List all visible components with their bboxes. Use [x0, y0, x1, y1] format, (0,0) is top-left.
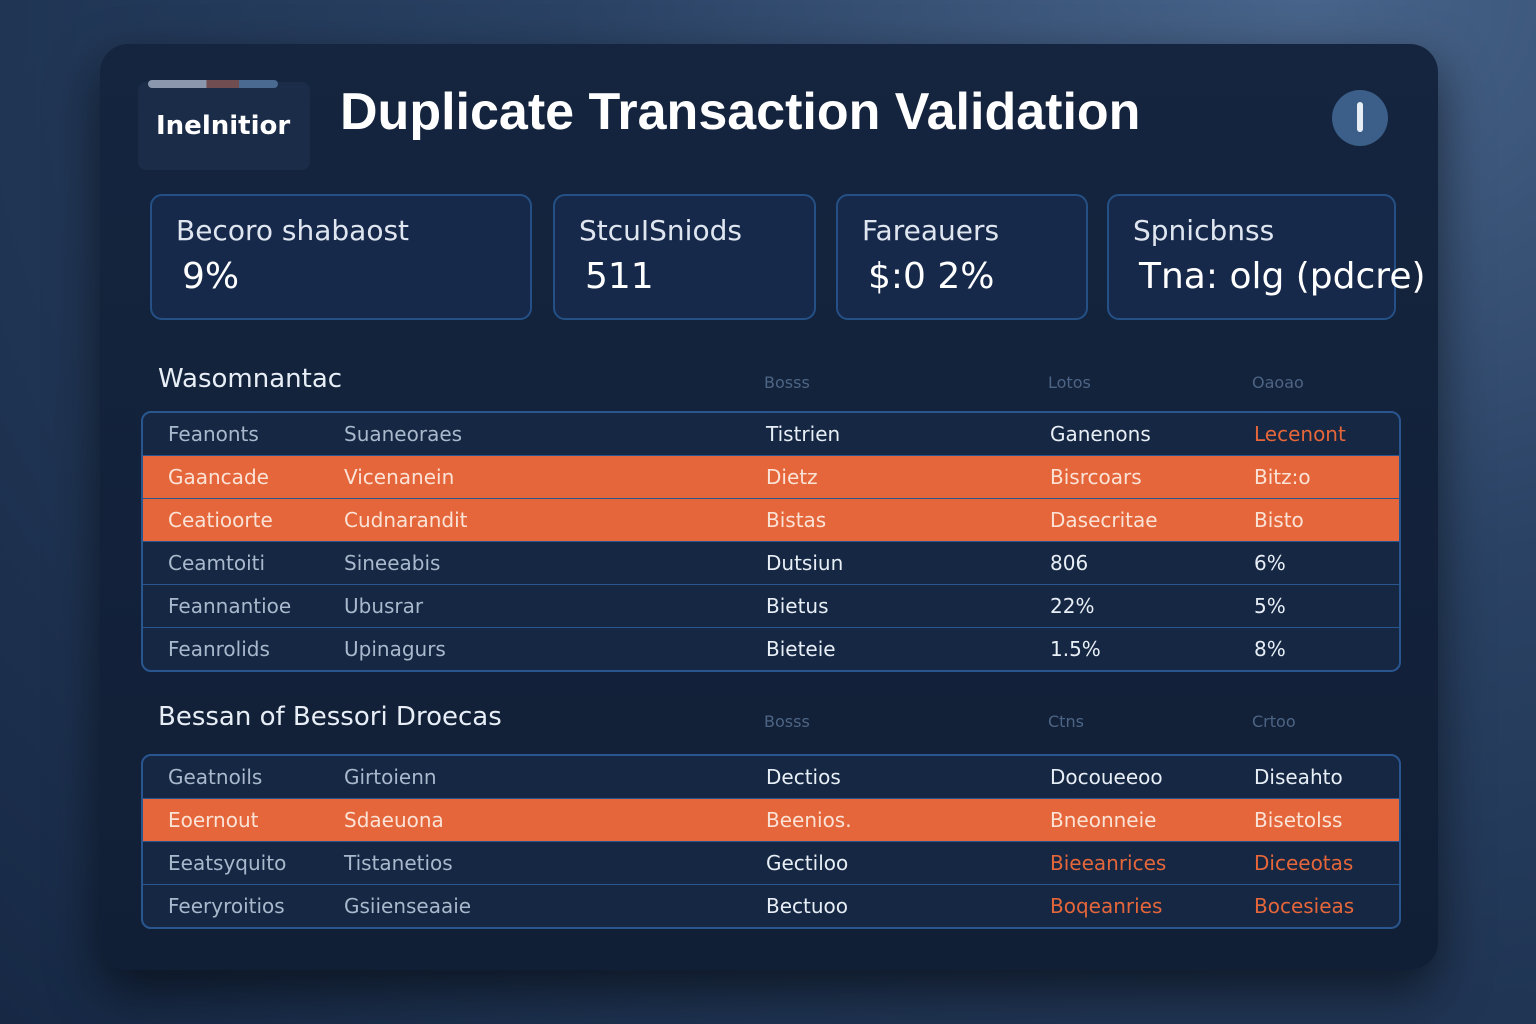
table-row: Ceatioorte Cudnarandit Bistas Dasecritae Bis… — [143, 498, 1399, 541]
table-cell: Ceatioorte — [168, 508, 273, 532]
table-cell: Bistas — [766, 508, 827, 532]
table-cell: Feeryroitios — [168, 894, 285, 918]
table-cell: 22% — [1050, 594, 1095, 618]
section-title: Wasomnantac — [158, 364, 343, 394]
table-row: Ceamtoiti Sineeabis Dutsiun 806 6% — [143, 541, 1399, 584]
stat-card: Becoro shabaost 9% — [150, 194, 532, 320]
table-row: Geatnoils Girtoienn Dectios Docoueeoo Diseah… — [143, 756, 1399, 798]
table-cell: Diseahto — [1254, 765, 1343, 789]
table-cell: Gsiienseaaie — [344, 894, 472, 918]
column-header: Oaoao — [1252, 373, 1304, 392]
table-row: Eeatsyquito Tistanetios Gectiloo Bieeanrice… — [143, 841, 1399, 884]
table-cell: Bieteie — [766, 637, 836, 661]
table-cell: Bietus — [766, 594, 829, 618]
table-cell: Ceamtoiti — [168, 551, 266, 575]
stat-value: 9% — [182, 256, 240, 297]
data-table: Geatnoils Girtoienn Dectios Docoueeoo Diseah… — [141, 754, 1401, 929]
table-cell: 5% — [1254, 594, 1286, 618]
table-cell: Girtoienn — [344, 765, 437, 789]
table-cell: Geatnoils — [168, 765, 263, 789]
stat-card: StcuISniods 511 — [553, 194, 816, 320]
table-cell: 806 — [1050, 551, 1089, 575]
stat-value: $:0 2% — [868, 256, 995, 297]
column-header: Lotos — [1048, 373, 1091, 392]
table-cell: Bisto — [1254, 508, 1304, 532]
table-cell: Dietz — [766, 465, 818, 489]
table-cell: Gaancade — [168, 465, 269, 489]
table-cell: 1.5% — [1050, 637, 1101, 661]
column-header: Bosss — [764, 712, 810, 731]
table-row: Gaancade Vicenanein Dietz Bisrcoars Bitz:o — [143, 455, 1399, 498]
table-row: Feanonts Suaneoraes Tistrien Ganenons Leceno… — [143, 413, 1399, 455]
table-cell: Bectuoo — [766, 894, 849, 918]
stat-value: Tna: olg (pdcre) — [1139, 256, 1426, 297]
table-cell: Feanonts — [168, 422, 259, 446]
table-row: Feeryroitios Gsiienseaaie Bectuoo Boqeanrie… — [143, 884, 1399, 927]
section-title: Bessan of Bessori Droecas — [158, 702, 502, 732]
stat-value: 511 — [585, 256, 654, 297]
stat-card: Spnicbnss Tna: olg (pdcre) — [1107, 194, 1426, 320]
column-header: Bosss — [764, 373, 810, 392]
table-cell: Eeatsyquito — [168, 851, 287, 875]
badge: Inelnitior — [138, 82, 310, 170]
table-cell: Tistrien — [766, 422, 841, 446]
data-table: Feanonts Suaneoraes Tistrien Ganenons Leceno… — [141, 411, 1401, 672]
stat-label: Spnicbnss — [1133, 214, 1275, 247]
page-title: Duplicate Transaction Validation — [340, 83, 1141, 141]
table-cell: Tistanetios — [344, 851, 453, 875]
table-cell: Bitz:o — [1254, 465, 1311, 489]
table-cell: Dasecritae — [1050, 508, 1158, 532]
table-cell: Bisrcoars — [1050, 465, 1142, 489]
table-cell: Ganenons — [1050, 422, 1151, 446]
column-header: Ctns — [1048, 712, 1084, 731]
table-cell: Suaneoraes — [344, 422, 463, 446]
info-button[interactable] — [1332, 90, 1388, 146]
table-cell: Eoernout — [168, 808, 259, 832]
stat-label: Becoro shabaost — [176, 214, 410, 247]
column-header: Crtoo — [1252, 712, 1296, 731]
table-cell: Upinagurs — [344, 637, 446, 661]
table-cell: Feannantioe — [168, 594, 292, 618]
table-cell: 6% — [1254, 551, 1286, 575]
table-cell: Cudnarandit — [344, 508, 468, 532]
table-row: Eoernout Sdaeuona Beenios. Bneonneie Bisetol… — [143, 798, 1399, 841]
table-cell: 8% — [1254, 637, 1286, 661]
stat-label: StcuISniods — [579, 214, 742, 247]
table-cell: Bneonneie — [1050, 808, 1157, 832]
table-cell: Dectios — [766, 765, 841, 789]
table-cell: Docoueeoo — [1050, 765, 1163, 789]
table-cell: Bieeanrices — [1050, 851, 1167, 875]
stat-label: Fareauers — [862, 214, 1000, 247]
table-cell: Boqeanries — [1050, 894, 1163, 918]
table-cell: Feanrolids — [168, 637, 270, 661]
table-cell: Dutsiun — [766, 551, 844, 575]
table-cell: Ubusrar — [344, 594, 424, 618]
table-cell: Beenios. — [766, 808, 852, 832]
table-row: Feannantioe Ubusrar Bietus 22% 5% — [143, 584, 1399, 627]
table-cell: Bisetolss — [1254, 808, 1343, 832]
table-cell: Sineeabis — [344, 551, 441, 575]
table-cell: Lecenont — [1254, 422, 1346, 446]
table-cell: Sdaeuona — [344, 808, 444, 832]
table-cell: Gectiloo — [766, 851, 849, 875]
badge-bar — [148, 80, 278, 88]
table-cell: Bocesieas — [1254, 894, 1355, 918]
table-cell: Vicenanein — [344, 465, 455, 489]
stat-card: Fareauers $:0 2% — [836, 194, 1088, 320]
table-row: Feanrolids Upinagurs Bieteie 1.5% 8% — [143, 627, 1399, 670]
table-cell: Diceeotas — [1254, 851, 1354, 875]
